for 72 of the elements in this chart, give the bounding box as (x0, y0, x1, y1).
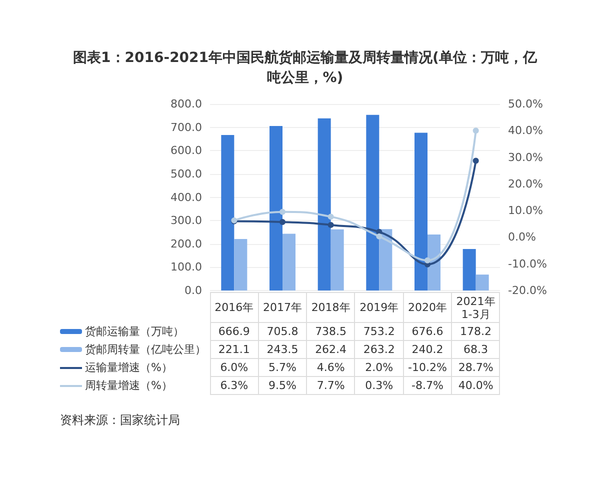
y-tick-label: 100.0 (170, 260, 202, 274)
point (472, 158, 479, 164)
bar (318, 118, 331, 290)
data-label: 705.8 (258, 322, 307, 340)
data-label: 666.9 (210, 322, 258, 340)
point (376, 233, 382, 240)
x-tick-label: 2019年 (354, 292, 404, 322)
point (328, 222, 334, 228)
data-label: 262.4 (306, 340, 355, 358)
y-tick-label: 700.0 (170, 120, 202, 134)
data-label: 68.3 (452, 340, 500, 358)
bar (366, 114, 380, 290)
bar (330, 229, 344, 290)
legend-label: 周转量增速（%） (84, 378, 174, 394)
data-label: 753.2 (354, 322, 404, 340)
legend-label: 运输量增速（%） (84, 360, 174, 376)
point (328, 214, 334, 220)
data-label: -8.7% (403, 376, 452, 394)
bar (234, 238, 248, 290)
data-label: 178.2 (452, 322, 500, 340)
point (472, 128, 479, 134)
data-label: 4.6% (306, 358, 355, 376)
point (424, 257, 430, 264)
y2-tick-label: 50.0% (508, 98, 543, 110)
point (280, 208, 286, 215)
y-tick-label: 800.0 (170, 98, 202, 110)
y2-tick-label: 30.0% (508, 150, 543, 164)
bar (270, 126, 282, 290)
bar (379, 229, 392, 290)
data-label: 2.0% (354, 358, 404, 376)
data-label: -10.2% (403, 358, 452, 376)
data-label: 6.3% (210, 376, 258, 394)
y-tick-label: 600.0 (170, 144, 202, 158)
bar (282, 234, 296, 290)
y-tick-label: 400.0 (170, 190, 202, 204)
data-label: 5.7% (258, 358, 307, 376)
data-label: 28.7% (452, 358, 500, 376)
data-label: 7.7% (306, 376, 355, 394)
y-tick-label: 300.0 (170, 214, 202, 228)
bar (476, 274, 489, 290)
data-label: 240.2 (403, 340, 452, 358)
y2-tick-label: 10.0% (508, 204, 543, 218)
x-tick-label: 2018年 (306, 292, 355, 322)
y-tick-label: 0.0 (184, 284, 202, 297)
y-tick-label: 500.0 (170, 167, 202, 180)
bar (221, 135, 234, 290)
text: 资料来源：国家统计局 (60, 412, 180, 429)
legend-label: 货邮周转量（亿吨公里） (84, 342, 207, 358)
y2-tick-label: 40.0% (508, 124, 543, 138)
data-label: 6.0% (210, 358, 258, 376)
x-tick-label: 2016年 (210, 292, 258, 322)
data-label: 263.2 (354, 340, 404, 358)
y2-tick-label: 20.0% (508, 177, 543, 190)
data-label: 221.1 (210, 340, 258, 358)
data-label: 40.0% (452, 376, 500, 394)
point (280, 219, 286, 226)
data-label: 9.5% (258, 376, 307, 394)
bar (414, 132, 428, 290)
data-label: 0.3% (354, 376, 404, 394)
data-label: 243.5 (258, 340, 307, 358)
y2-tick-label: -10.0% (508, 257, 547, 270)
legend-label: 货邮运输量（万吨） (84, 324, 185, 340)
x-tick-label: 2017年 (258, 292, 307, 322)
data-label: 738.5 (306, 322, 355, 340)
y2-tick-label: 0.0% (508, 230, 536, 244)
data-label: 676.6 (403, 322, 452, 340)
y-tick-label: 200.0 (170, 237, 202, 250)
x-tick-label: 2020年 (403, 292, 452, 322)
bar (462, 248, 476, 290)
chart-title: 图表1：2016-2021年中国民航货邮运输量及周转量情况(单位：万吨，亿吨公里，%) (72, 48, 538, 88)
y2-tick-label: -20.0% (508, 284, 547, 297)
x-tick-label: 2021年1-3月 (452, 292, 500, 322)
